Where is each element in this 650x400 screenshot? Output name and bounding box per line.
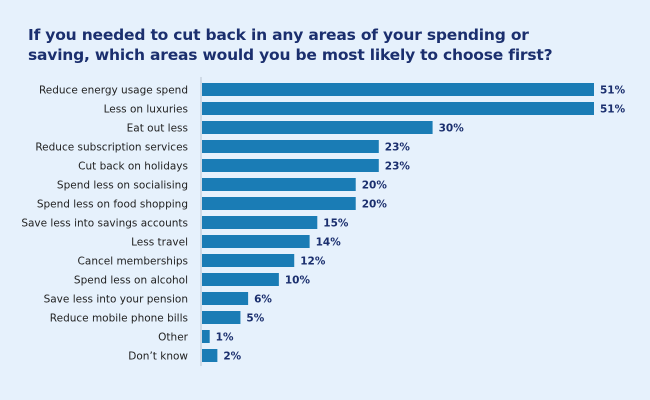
value-label: 30%	[439, 123, 465, 135]
category-label: Don’t know	[128, 351, 188, 363]
bar	[202, 121, 433, 134]
value-label: 10%	[285, 275, 311, 287]
category-label: Reduce subscription services	[35, 142, 188, 154]
bar	[202, 273, 279, 286]
value-label: 20%	[362, 199, 388, 211]
value-label: 23%	[385, 142, 411, 154]
bar	[202, 178, 356, 191]
category-label: Less travel	[131, 237, 188, 249]
value-label: 1%	[216, 332, 234, 344]
bar	[202, 159, 379, 172]
value-label: 12%	[300, 256, 326, 268]
bar	[202, 235, 310, 248]
bar	[202, 216, 318, 229]
bar	[202, 292, 249, 305]
category-label: Reduce energy usage spend	[39, 85, 188, 97]
bar	[202, 140, 379, 153]
value-label: 5%	[246, 313, 264, 325]
category-label: Cut back on holidays	[78, 161, 188, 173]
category-label: Less on luxuries	[104, 104, 188, 116]
category-label: Eat out less	[127, 123, 188, 135]
bar	[202, 330, 210, 343]
value-label: 20%	[362, 180, 388, 192]
bar	[202, 311, 241, 324]
value-label: 51%	[600, 104, 626, 116]
category-label: Cancel memberships	[78, 256, 188, 268]
value-label: 14%	[316, 237, 342, 249]
value-label: 6%	[254, 294, 272, 306]
value-label: 2%	[223, 351, 241, 363]
category-label: Save less into your pension	[44, 294, 188, 306]
category-label: Save less into savings accounts	[21, 218, 188, 230]
value-label: 23%	[385, 161, 411, 173]
chart-title: If you needed to cut back in any areas o…	[28, 26, 553, 64]
bar	[202, 102, 594, 115]
category-label: Reduce mobile phone bills	[50, 313, 188, 325]
value-label: 15%	[323, 218, 349, 230]
category-label: Other	[158, 332, 188, 344]
bar	[202, 197, 356, 210]
bar	[202, 254, 295, 267]
bar	[202, 349, 218, 362]
category-label: Spend less on alcohol	[74, 275, 188, 287]
value-label: 51%	[600, 85, 626, 97]
category-label: Spend less on socialising	[57, 180, 188, 192]
bar	[202, 83, 594, 96]
category-label: Spend less on food shopping	[37, 199, 188, 211]
